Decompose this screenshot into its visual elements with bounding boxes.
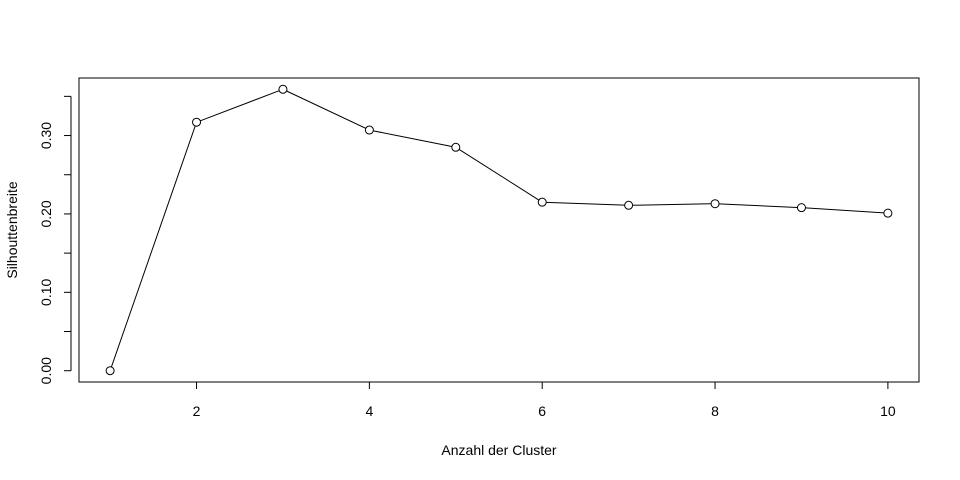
data-point-6 xyxy=(537,197,547,207)
x-tick-label-10: 10 xyxy=(880,403,896,419)
line-segment-2 xyxy=(200,90,280,122)
line-segment-3 xyxy=(286,90,366,129)
y-tick-label-2: 0.10 xyxy=(38,278,54,305)
data-point-8 xyxy=(710,199,720,209)
line-segment-4 xyxy=(373,130,452,148)
x-axis: 2 4 6 8 10 xyxy=(193,382,896,419)
line-segment-9 xyxy=(805,207,884,214)
data-point-4 xyxy=(364,125,374,135)
x-tick-label-8: 8 xyxy=(711,403,719,419)
y-tick-label-4: 0.20 xyxy=(38,200,54,227)
y-axis: 0.00 0.10 0.20 0.30 xyxy=(38,95,72,384)
data-point-2 xyxy=(192,117,202,127)
line-segment-7 xyxy=(632,203,712,206)
y-axis-title: Silhouttenbreite xyxy=(4,181,20,279)
series-line xyxy=(105,84,893,376)
x-axis-title: Anzahl der Cluster xyxy=(441,442,557,458)
data-point-1 xyxy=(105,366,115,376)
x-tick-label-2: 2 xyxy=(193,403,201,419)
plot-frame xyxy=(78,77,920,383)
x-tick-label-4: 4 xyxy=(365,403,373,419)
y-tick-label-6: 0.30 xyxy=(38,122,54,149)
data-point-3 xyxy=(278,84,288,94)
data-point-5 xyxy=(451,142,461,152)
line-segment-6 xyxy=(546,201,625,206)
line-segment-1 xyxy=(110,125,196,368)
data-point-7 xyxy=(624,200,634,210)
line-segment-5 xyxy=(458,149,540,201)
x-tick-label-6: 6 xyxy=(538,403,546,419)
data-point-10 xyxy=(883,208,893,218)
line-segment-8 xyxy=(719,203,798,208)
data-point-9 xyxy=(796,203,806,213)
y-tick-label-0: 0.00 xyxy=(38,357,54,384)
